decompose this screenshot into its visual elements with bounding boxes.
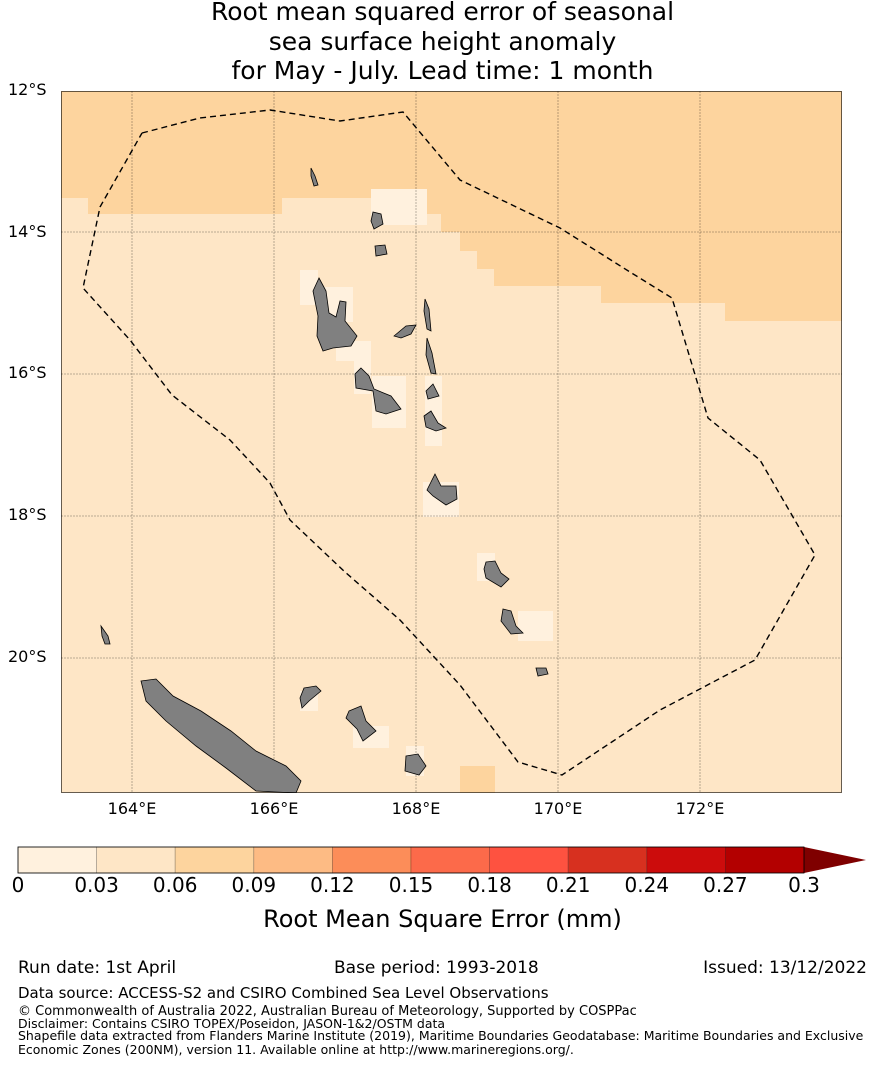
- colorbar-tick-label: 0.15: [388, 873, 434, 897]
- run-date: Run date: 1st April: [18, 958, 177, 978]
- shapefile-credit-1: Shapefile data extracted from Flanders M…: [18, 1028, 864, 1043]
- rmse-field-0.06-0.09: [460, 766, 495, 793]
- data-source: Data source: ACCESS-S2 and CSIRO Combine…: [18, 984, 549, 1002]
- lat-label: 14°S: [8, 222, 47, 241]
- erromango-island: [483, 560, 510, 588]
- new-caledonia: [140, 678, 302, 793]
- shapefile-credit-2: Economic Zones (200NM), version 11. Avai…: [18, 1042, 574, 1057]
- title-line-3: for May - July. Lead time: 1 month: [231, 56, 654, 85]
- ambae-island: [393, 324, 417, 339]
- colorbar-segment: [174, 846, 255, 874]
- tanna-island: [500, 608, 524, 635]
- colorbar-tick-label: 0.18: [467, 873, 512, 897]
- rmse-field-0.06-0.09: [61, 91, 842, 321]
- ambrym-island: [425, 383, 440, 400]
- colorbar-tick-label: 0.12: [310, 873, 355, 897]
- title-line-2: sea surface height anomaly: [268, 27, 617, 56]
- torres-islands: [310, 167, 319, 187]
- colorbar-tick-label: 0.24: [624, 873, 670, 897]
- title-line-1: Root mean squared error of seasonal: [210, 0, 675, 26]
- colorbar-segment: [253, 846, 333, 874]
- map: [61, 91, 842, 793]
- lon-label: 168°E: [391, 799, 441, 818]
- maewo-island: [423, 298, 432, 332]
- colorbar-segment: [17, 846, 97, 874]
- epi-island: [423, 410, 447, 432]
- colorbar-frame: [17, 846, 805, 874]
- colorbar-label: Root Mean Square Error (mm): [263, 905, 622, 933]
- colorbar-segment: [567, 846, 648, 874]
- colorbar: [17, 846, 866, 874]
- malekula-island: [354, 367, 402, 415]
- lat-label: 16°S: [8, 363, 47, 382]
- colorbar-tick-label: 0.21: [545, 873, 591, 897]
- lon-label: 170°E: [533, 799, 583, 818]
- lifou-island: [345, 705, 377, 742]
- pentecost-island: [425, 337, 437, 375]
- colorbar-tick-label: 0.06: [152, 873, 198, 897]
- lon-label: 166°E: [249, 799, 299, 818]
- colorbar-segment: [410, 846, 490, 874]
- eez-boundary: [82, 109, 816, 776]
- colorbar-segment: [646, 846, 726, 874]
- lon-label: 172°E: [675, 799, 725, 818]
- copyright: © Commonwealth of Australia 2022, Austra…: [18, 1004, 637, 1019]
- espiritu-santo-island: [312, 277, 358, 352]
- gaua-island: [374, 244, 388, 257]
- lon-label: 164°E: [107, 799, 157, 818]
- lat-label: 18°S: [8, 505, 47, 524]
- belep-islands: [100, 624, 111, 645]
- colorbar-segment: [489, 846, 569, 874]
- aneityum-island: [535, 667, 549, 677]
- map-frame: [61, 91, 842, 793]
- graticule: [61, 91, 842, 793]
- colorbar-segment: [331, 846, 412, 874]
- colorbar-extend-arrow: [804, 847, 866, 873]
- ouvea-island: [299, 685, 322, 709]
- mare-island: [404, 753, 427, 776]
- land: [100, 167, 549, 793]
- lat-label: 12°S: [8, 80, 47, 99]
- colorbar-tick-label: 0: [11, 873, 25, 897]
- colorbar-tick-label: 0.03: [74, 873, 119, 897]
- issued-date: Issued: 13/12/2022: [703, 958, 867, 978]
- banks-island: [370, 211, 384, 230]
- colorbar-tick-label: 0.09: [231, 873, 277, 897]
- base-period: Base period: 1993-2018: [334, 958, 539, 978]
- colorbar-tick-label: 0.3: [788, 873, 820, 897]
- colorbar-tick-label: 0.27: [703, 873, 748, 897]
- colorbar-segment: [725, 846, 805, 874]
- disclaimer: Disclaimer: Contains CSIRO TOPEX/Poseido…: [18, 1016, 446, 1031]
- efate-island: [426, 473, 458, 506]
- lat-label: 20°S: [8, 647, 47, 666]
- colorbar-segment: [96, 846, 176, 874]
